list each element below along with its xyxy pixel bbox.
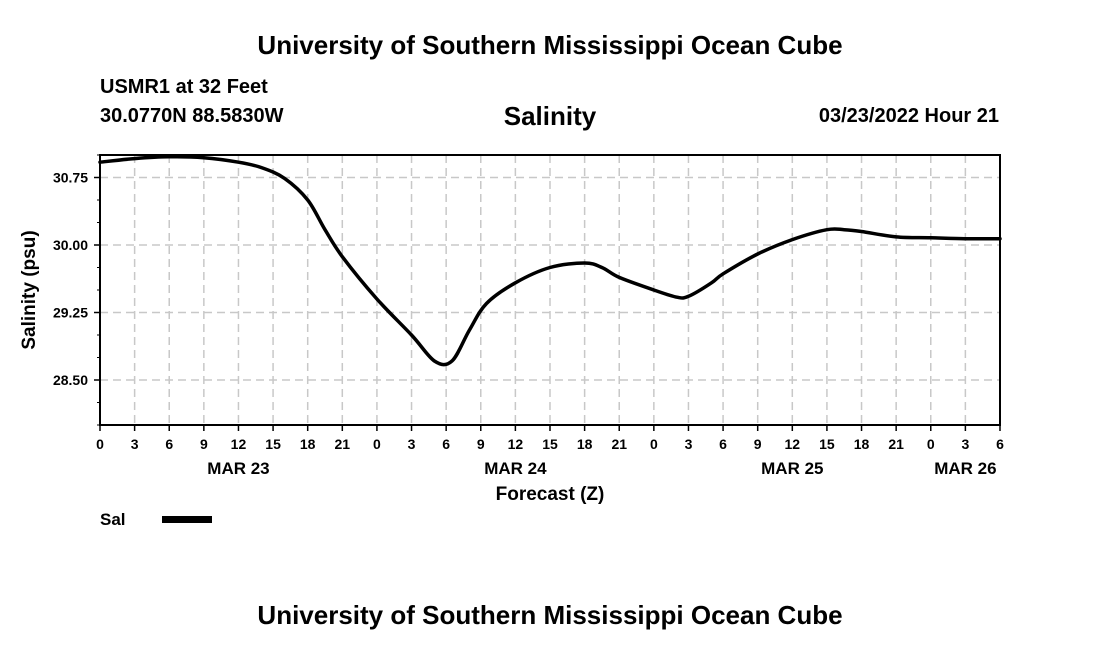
x-date-label: MAR 23 bbox=[207, 459, 269, 478]
x-tick-label: 15 bbox=[819, 436, 835, 452]
x-tick-label: 0 bbox=[96, 436, 104, 452]
x-axis-label: Forecast (Z) bbox=[496, 484, 605, 505]
x-tick-label: 12 bbox=[231, 436, 247, 452]
x-tick-label: 12 bbox=[785, 436, 801, 452]
x-tick-label: 12 bbox=[508, 436, 524, 452]
x-tick-label: 0 bbox=[927, 436, 935, 452]
x-tick-label: 18 bbox=[300, 436, 316, 452]
x-tick-label: 3 bbox=[408, 436, 416, 452]
series-line-sal bbox=[98, 154, 1002, 367]
x-tick-label: 3 bbox=[961, 436, 969, 452]
x-tick-label: 15 bbox=[542, 436, 558, 452]
x-tick-label: 9 bbox=[477, 436, 485, 452]
chart-header-title: University of Southern Mississippi Ocean… bbox=[257, 30, 843, 60]
grid-lines bbox=[100, 155, 1000, 425]
y-tick-label: 29.25 bbox=[53, 305, 88, 321]
y-axis-ticks: 28.50 29.25 30.00 30.75 bbox=[53, 154, 100, 426]
x-tick-label: 9 bbox=[754, 436, 762, 452]
x-axis-ticks: 0 3 6 9 12 15 18 21 0 3 6 9 12 15 18 21 0 3 6 9 12 15 18 21 0 3 6 bbox=[96, 425, 1004, 452]
station-coordinates: 30.0770N 88.5830W bbox=[100, 105, 284, 127]
x-date-label: MAR 25 bbox=[761, 459, 823, 478]
x-date-label: MAR 24 bbox=[484, 459, 547, 478]
x-tick-label: 0 bbox=[650, 436, 658, 452]
x-tick-label: 21 bbox=[335, 436, 351, 452]
legend-label: Sal bbox=[100, 510, 126, 529]
x-tick-label: 6 bbox=[165, 436, 173, 452]
footer-title: University of Southern Mississippi Ocean… bbox=[257, 600, 843, 630]
x-tick-label: 9 bbox=[200, 436, 208, 452]
y-tick-label: 30.00 bbox=[53, 237, 88, 253]
legend-swatch bbox=[162, 516, 212, 523]
x-tick-label: 21 bbox=[888, 436, 904, 452]
chart-title: Salinity bbox=[503, 101, 597, 131]
x-tick-label: 3 bbox=[685, 436, 693, 452]
y-tick-label: 30.75 bbox=[53, 170, 88, 186]
x-tick-label: 6 bbox=[996, 436, 1004, 452]
x-tick-label: 18 bbox=[854, 436, 870, 452]
y-axis-label: Salinity (psu) bbox=[19, 230, 40, 349]
station-label: USMR1 at 32 Feet bbox=[100, 76, 268, 98]
y-tick-label: 28.50 bbox=[53, 372, 88, 388]
x-tick-label: 18 bbox=[577, 436, 593, 452]
x-tick-label: 0 bbox=[373, 436, 381, 452]
x-axis-date-labels: MAR 23 MAR 24 MAR 25 MAR 26 bbox=[207, 459, 996, 478]
x-tick-label: 3 bbox=[131, 436, 139, 452]
x-tick-label: 6 bbox=[442, 436, 450, 452]
x-date-label: MAR 26 bbox=[934, 459, 996, 478]
x-tick-label: 21 bbox=[611, 436, 627, 452]
x-tick-label: 15 bbox=[265, 436, 281, 452]
forecast-datetime: 03/23/2022 Hour 21 bbox=[818, 105, 999, 127]
x-tick-label: 6 bbox=[719, 436, 727, 452]
series-layer bbox=[98, 154, 1002, 367]
